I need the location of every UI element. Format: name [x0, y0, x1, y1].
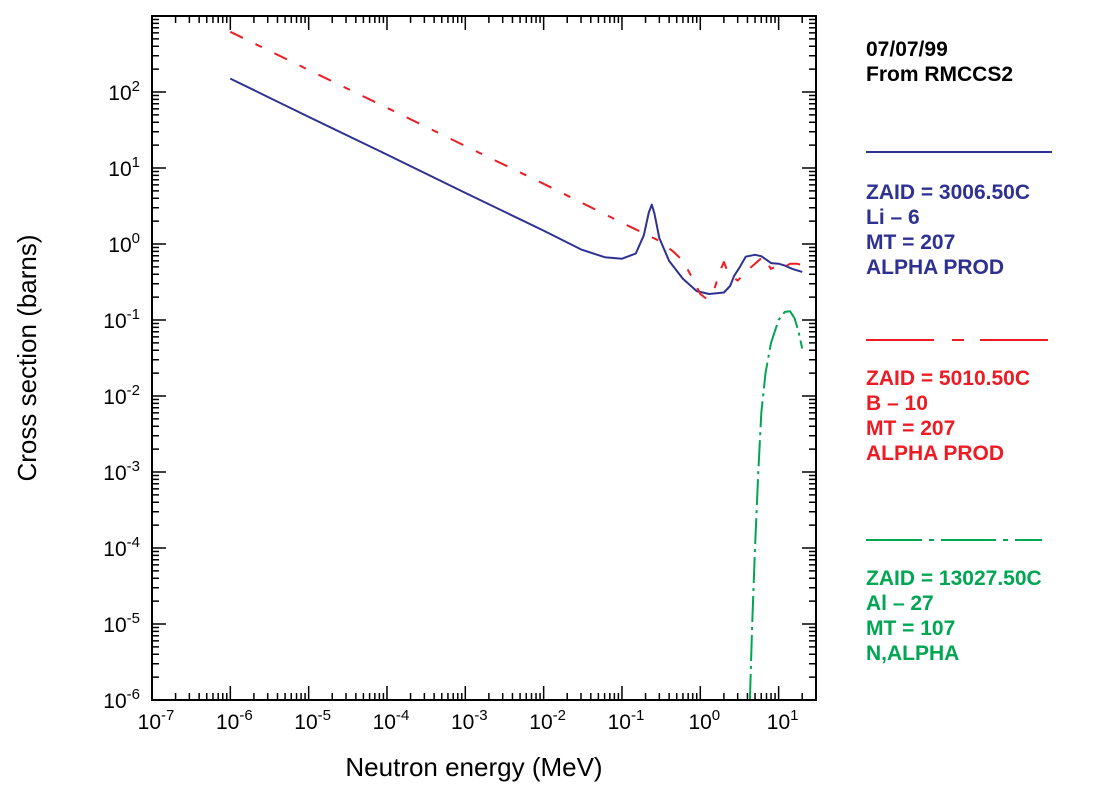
header-block: 07/07/99 From RMCCS2: [866, 37, 1013, 87]
series-line-1: [229, 30, 803, 300]
y-tick-label: 10-3: [103, 458, 140, 485]
legend-b10-mt: MT = 207: [866, 417, 956, 440]
series-line-2: [748, 310, 804, 701]
x-tick-label: 10-5: [294, 707, 331, 734]
legend-li6-name: Li – 6: [866, 206, 920, 229]
legend-al27-name: Al – 27: [866, 592, 934, 615]
legend-al27-zaid: ZAID = 13027.50C: [866, 567, 1042, 590]
legend-li6-mt: MT = 207: [866, 231, 956, 254]
y-tick-label: 100: [108, 230, 140, 257]
x-tick-label: 10-2: [529, 707, 566, 734]
x-tick-label: 10-7: [138, 707, 175, 734]
axis-ticks: [151, 15, 817, 701]
y-tick-label: 101: [108, 154, 140, 181]
y-tick-label: 10-5: [103, 610, 140, 637]
legend-li6-reaction: ALPHA PROD: [866, 256, 1005, 279]
x-tick-labels: 10-7 10-6 10-5 10-4 10-3 10-2 10-1 100 101: [138, 707, 799, 734]
x-axis-label: Neutron energy (MeV): [345, 752, 602, 782]
y-axis-label: Cross section (barns): [12, 234, 42, 481]
series-curves: [229, 30, 804, 701]
legend-swatch-li6: [866, 151, 1052, 153]
legend-li6-zaid: ZAID = 3006.50C: [866, 181, 1031, 204]
x-tick-label: 101: [767, 707, 799, 734]
legend-b10-reaction: ALPHA PROD: [866, 442, 1005, 465]
legend-entry-li6: ZAID = 3006.50C Li – 6 MT = 207 ALPHA PR…: [866, 180, 1030, 280]
header-source: From RMCCS2: [866, 63, 1014, 86]
y-tick-label: 102: [108, 78, 140, 105]
y-tick-label: 10-1: [103, 306, 140, 333]
y-tick-labels: 10-6 10-5 10-4 10-3 10-2 10-1 100 101 102: [103, 78, 140, 713]
x-tick-label: 100: [688, 707, 720, 734]
y-tick-label: 10-4: [103, 534, 140, 561]
plot-frame: [151, 15, 817, 701]
legend-swatch-al27: [866, 539, 1042, 541]
series-line-0: [229, 77, 803, 295]
legend-al27-mt: MT = 107: [866, 617, 956, 640]
y-tick-label: 10-6: [103, 686, 140, 713]
header-date: 07/07/99: [866, 38, 948, 61]
legend-entry-al27: ZAID = 13027.50C Al – 27 MT = 107 N,ALPH…: [866, 566, 1042, 666]
legend-swatch-b10: [866, 339, 1048, 341]
legend-entry-b10: ZAID = 5010.50C B – 10 MT = 207 ALPHA PR…: [866, 366, 1030, 466]
legend-b10-name: B – 10: [866, 392, 928, 415]
legend-al27-reaction: N,ALPHA: [866, 642, 960, 665]
y-tick-label: 10-2: [103, 382, 140, 409]
legend-b10-zaid: ZAID = 5010.50C: [866, 367, 1031, 390]
x-tick-label: 10-6: [216, 707, 253, 734]
x-tick-label: 10-1: [608, 707, 645, 734]
x-tick-label: 10-3: [451, 707, 488, 734]
x-tick-label: 10-4: [373, 707, 410, 734]
